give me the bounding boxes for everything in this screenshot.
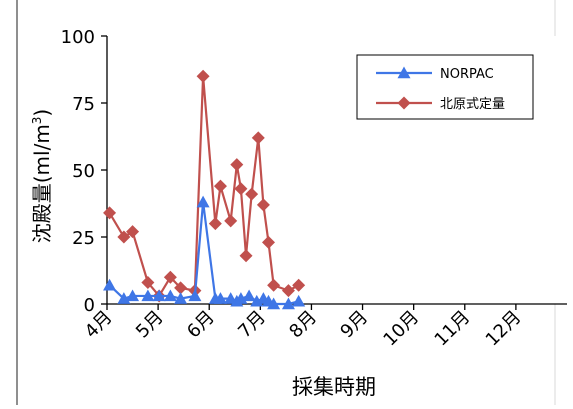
- data-point-norpac: [242, 289, 256, 302]
- data-point-norpac: [281, 297, 295, 310]
- y-tick-label: 25: [72, 228, 95, 249]
- data-point-kitahara: [126, 225, 140, 239]
- legend: NORPAC 北原式定量: [356, 54, 534, 120]
- data-point-norpac: [196, 195, 210, 208]
- x-tick-label: 5月: [132, 307, 168, 343]
- x-tick-label: 11月: [431, 307, 475, 351]
- data-point-norpac: [152, 289, 166, 302]
- x-tick-label: 8月: [285, 307, 321, 343]
- data-point-kitahara: [292, 278, 306, 292]
- x-tick-label: 7月: [234, 307, 270, 343]
- y-tick-label: 0: [84, 295, 95, 316]
- data-point-kitahara: [174, 281, 188, 295]
- x-tick-label: 12月: [482, 307, 526, 351]
- data-point-kitahara: [117, 230, 131, 244]
- data-point-norpac: [188, 289, 202, 302]
- legend-label-1: 北原式定量: [440, 97, 505, 112]
- series-norpac: [103, 195, 306, 310]
- x-tick-label: 10月: [379, 307, 423, 351]
- y-axis-title-close: ): [30, 109, 54, 117]
- data-point-kitahara: [103, 206, 117, 220]
- data-point-kitahara: [196, 69, 210, 83]
- legend-box: [356, 54, 534, 120]
- series-line-kitahara: [108, 75, 300, 298]
- legend-marker-1: [397, 96, 411, 110]
- data-point-norpac: [141, 289, 155, 302]
- y-axis-title: 沈殿量(ml/m3): [30, 109, 54, 244]
- data-point-kitahara: [234, 182, 248, 196]
- data-point-kitahara: [239, 249, 253, 263]
- data-point-kitahara: [163, 270, 177, 284]
- data-point-kitahara: [281, 284, 295, 298]
- data-point-kitahara: [267, 278, 281, 292]
- x-axis-title: 採集時期: [292, 375, 376, 399]
- y-axis-title-superscript: 3: [30, 117, 44, 125]
- data-point-kitahara: [230, 158, 244, 172]
- y-tick-label: 50: [72, 161, 95, 182]
- data-point-kitahara: [208, 217, 222, 231]
- data-point-kitahara: [262, 235, 276, 249]
- data-point-norpac: [292, 294, 306, 307]
- data-point-norpac: [126, 289, 140, 302]
- y-tick-label: 100: [61, 27, 95, 48]
- x-tick-label: 9月: [336, 307, 372, 343]
- series-kitahara: [103, 69, 306, 303]
- data-point-norpac: [213, 292, 227, 304]
- data-point-norpac: [163, 289, 177, 302]
- data-point-norpac: [174, 292, 188, 304]
- data-point-kitahara: [141, 276, 155, 290]
- data-point-norpac: [267, 297, 281, 310]
- legend-marker-0: [397, 66, 411, 79]
- data-point-kitahara: [224, 214, 238, 228]
- data-point-kitahara: [251, 131, 265, 145]
- data-point-kitahara: [213, 179, 227, 193]
- data-point-norpac: [103, 278, 117, 291]
- y-tick-label: 75: [72, 94, 95, 115]
- series-layer: [103, 69, 306, 310]
- data-point-kitahara: [245, 187, 259, 201]
- x-tick-label: 6月: [183, 307, 219, 343]
- y-axis-title-text: 沈殿量(ml/m: [30, 124, 54, 243]
- legend-label-0: NORPAC: [440, 67, 494, 82]
- data-point-kitahara: [256, 198, 270, 212]
